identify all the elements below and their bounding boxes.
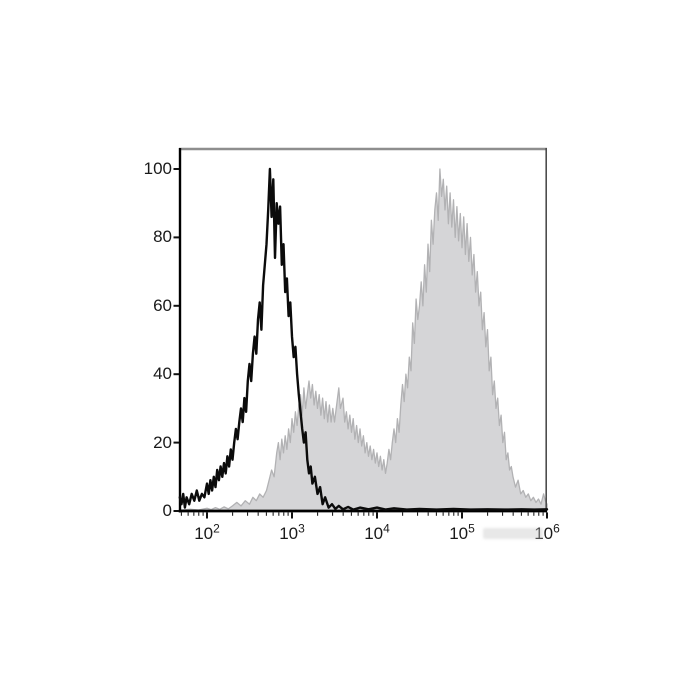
y-tick-label-60: 60 (153, 295, 172, 315)
x-tick-label-1e3: 103 (279, 521, 305, 543)
y-tick-label-20: 20 (153, 432, 172, 452)
x-tick-label-1e6: 106 (534, 521, 560, 543)
open-histogram-path (178, 167, 549, 511)
x-tick-label-1e4: 104 (364, 521, 390, 543)
y-tick-label-100: 100 (143, 159, 172, 178)
y-tick-label-0: 0 (162, 501, 172, 520)
x-tick-label-1e2: 102 (194, 521, 220, 543)
watermark (483, 528, 543, 539)
y-tick-label-80: 80 (153, 227, 172, 247)
filled-histogram-path (180, 168, 548, 512)
x-tick-label-1e5: 105 (449, 521, 475, 543)
y-tick-label-40: 40 (153, 364, 172, 384)
